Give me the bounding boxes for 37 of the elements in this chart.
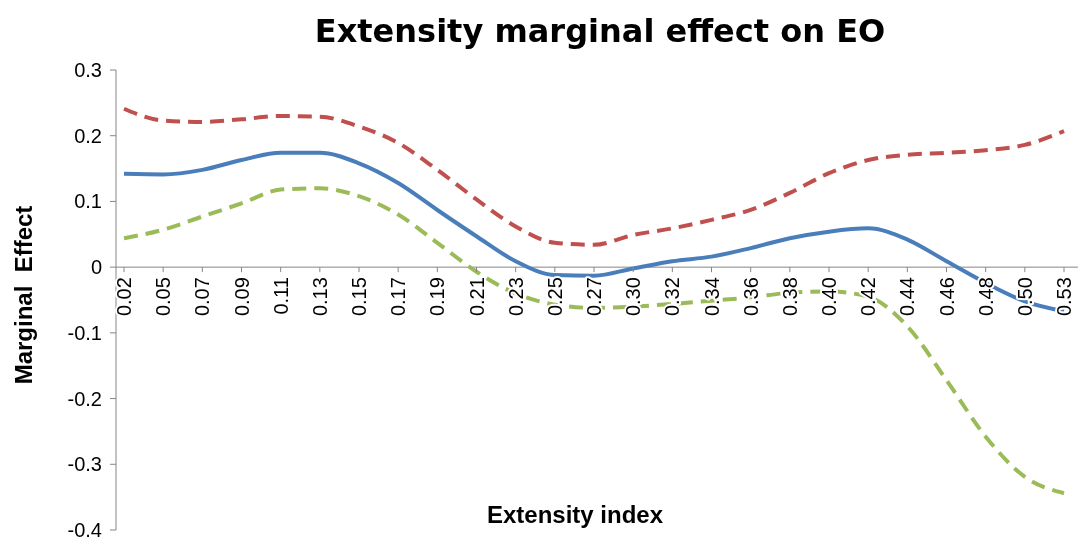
x-tick-label: 0.19: [426, 277, 449, 317]
x-tick-label: 0.50: [1013, 277, 1036, 317]
x-tick-label: 0.38: [778, 277, 801, 317]
x-tick-label: 0.09: [230, 277, 253, 317]
y-tick-label: 0.3: [74, 59, 102, 81]
x-tick-label: 0.44: [896, 277, 919, 317]
x-tick-label: 0.34: [700, 277, 723, 317]
x-tick-label: 0.42: [857, 277, 880, 317]
x-tick-label: 0.32: [661, 277, 684, 317]
x-tick-label: 0.25: [543, 277, 566, 317]
x-tick-label: 0.21: [465, 277, 488, 317]
y-tick-label: 0.1: [74, 190, 102, 213]
x-axis-title: Extensity index: [486, 501, 664, 528]
y-tick-label: -0.1: [67, 321, 102, 344]
y-axis-title: Marginal Effect: [10, 205, 37, 385]
x-tick-label: 0.46: [935, 277, 958, 317]
x-tick-label: 0.48: [974, 277, 997, 317]
y-tick-label: -0.2: [67, 387, 102, 410]
x-tick-label: 0.53: [1053, 277, 1075, 317]
x-tick-label: 0.23: [504, 277, 527, 317]
y-tick-label: -0.3: [67, 453, 102, 476]
x-tick-label: 0.36: [739, 277, 762, 317]
x-tick-label: 0.15: [348, 277, 370, 317]
x-tick-label: 0.07: [191, 277, 214, 317]
x-tick-label: 0.13: [308, 277, 331, 317]
x-tick-label: 0.27: [583, 277, 605, 317]
x-tick-label: 0.02: [113, 277, 135, 317]
x-tick-label: 0.17: [387, 277, 410, 317]
chart-title: Extensity marginal effect on EO: [314, 12, 886, 50]
x-tick-label: 0.11: [269, 277, 292, 315]
x-tick-label: 0.40: [818, 277, 840, 317]
x-tick-label: 0.05: [152, 277, 175, 317]
y-tick-label: 0: [90, 256, 102, 279]
line-series: [122, 106, 1066, 247]
y-tick-label: 0.2: [74, 124, 102, 147]
y-tick-label: -0.4: [67, 519, 102, 541]
x-tick-label: 0.30: [622, 277, 645, 317]
